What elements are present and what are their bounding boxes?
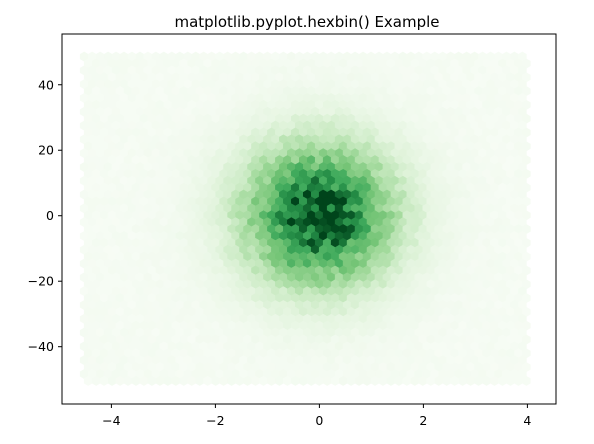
hexbin-cell [115,375,125,386]
hexbin-cell [482,375,491,386]
hexbin-cell [306,375,316,386]
hexbin-cell [203,375,212,386]
hexbin-cell [522,375,531,386]
hexbin-cell [410,375,420,386]
hexbin-cell [450,375,459,386]
hexbin-cell [314,375,324,386]
hexbin-cell [123,375,133,386]
hexbin-cell [458,375,467,386]
y-tick-label: −40 [28,339,54,354]
hexbin-cell [402,375,412,386]
hexbin-cell [275,375,284,386]
hexbin-cell [267,375,276,386]
hexbin-cell [490,375,499,386]
hexbin-cell [163,375,173,386]
y-tick-label: −20 [28,274,54,289]
hexbin-cell [370,375,380,386]
hexbin-cell [195,375,204,386]
hexbin-cell [338,375,348,386]
hexbin-cell [83,375,93,386]
hexbin-cell [426,375,436,386]
hexbin-cell [474,375,483,386]
hexbin-cell [107,375,117,386]
hexbin-cell [155,375,165,386]
y-tick-label: 0 [46,208,54,223]
hexbin-cell [227,375,236,386]
hexbin-cell [291,375,300,386]
x-tick-label: 4 [523,413,531,428]
hexbin-cell [498,375,507,386]
y-tick-label: 40 [38,77,54,92]
hexbin-cell [219,375,228,386]
hexbin-cell [378,375,388,386]
hexbin-cell [506,375,515,386]
hexbin-cell [179,375,189,386]
hexbin-cell [283,375,292,386]
hexbin-cell [354,375,364,386]
chart-title: matplotlib.pyplot.hexbin() Example [174,13,439,31]
hexbin-cell [346,375,356,386]
hexbin-cell [171,375,181,386]
hexbin-cell [394,375,404,386]
hexbin-cell [466,375,475,386]
hexbin-cell [514,375,523,386]
hexbin-cell [434,375,444,386]
y-tick-label: 20 [38,143,54,158]
hexbin-cells [79,51,531,386]
hexbin-cell [362,375,372,386]
x-tick-label: 2 [419,413,427,428]
x-tick-label: −4 [102,413,120,428]
hexbin-cell [322,375,332,386]
x-tick-label: 0 [315,413,323,428]
hexbin-cell [235,375,244,386]
hexbin-cell [330,375,340,386]
hexbin-cell [91,375,101,386]
hexbin-cell [418,375,428,386]
hexbin-cell [147,375,157,386]
hexbin-cell [211,375,220,386]
hexbin-cell [442,375,451,386]
hexbin-cell [259,375,268,386]
hexbin-cell [243,375,252,386]
plot-frame [61,33,557,405]
hexbin-cell [187,375,197,386]
hexbin-cell [139,375,149,386]
hexbin-cell [251,375,260,386]
hexbin-cell [99,375,109,386]
hexbin-cell [131,375,141,386]
x-tick-label: −2 [206,413,224,428]
y-axis: 40 20 0 −20 −40 [28,77,62,354]
hexbin-cell [386,375,396,386]
hexbin-cell [298,375,308,386]
x-axis: −4 −2 0 2 4 [102,404,531,428]
